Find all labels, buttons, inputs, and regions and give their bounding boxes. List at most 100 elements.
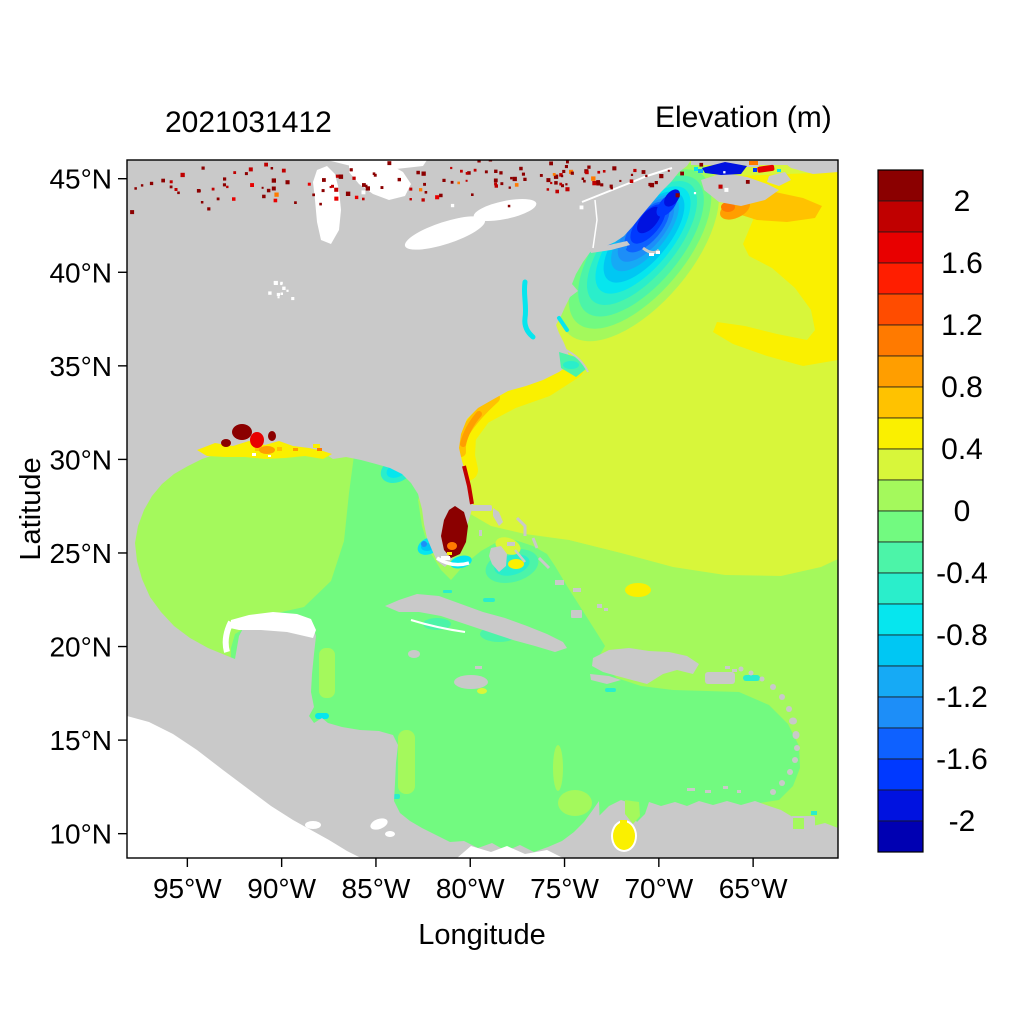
colorbar-segment bbox=[877, 665, 924, 698]
coastal-speckle bbox=[514, 183, 519, 187]
coastal-speckle bbox=[724, 187, 729, 192]
coastal-speckle bbox=[570, 171, 574, 175]
maracaibo-neck bbox=[620, 820, 627, 830]
coastal-speckle bbox=[579, 205, 584, 210]
colorbar-segment bbox=[877, 386, 924, 419]
coastal-speckle bbox=[654, 181, 658, 185]
coastal-speckle bbox=[354, 195, 359, 200]
coastal-speckle bbox=[416, 170, 420, 175]
coastal-speckle bbox=[211, 187, 215, 191]
coastal-speckle bbox=[602, 170, 606, 173]
coastal-speckle bbox=[597, 170, 601, 174]
coastal-speckle bbox=[600, 183, 604, 187]
coastal-speckle bbox=[564, 165, 568, 169]
scotian-shelf-deep-orange-dot bbox=[721, 202, 735, 212]
x-tick-label: 70°W bbox=[624, 873, 693, 904]
coastal-speckle bbox=[488, 160, 493, 162]
jamaica-island bbox=[454, 675, 488, 689]
colorbar-tick-label: -2 bbox=[949, 805, 976, 838]
coastal-speckle bbox=[521, 172, 525, 176]
coastal-speckle bbox=[553, 174, 559, 179]
colorbar-tick-label: 1.2 bbox=[941, 309, 983, 342]
coastal-speckle bbox=[373, 173, 377, 177]
y-tick-label: 30°N bbox=[49, 444, 112, 475]
coastal-speckle bbox=[494, 184, 498, 188]
colorbar-segment bbox=[877, 541, 924, 574]
coastal-speckle bbox=[439, 193, 443, 198]
coastal-speckle bbox=[465, 179, 468, 182]
x-tick-label: 95°W bbox=[153, 873, 222, 904]
louisiana-mississippi-surge-cluster bbox=[197, 424, 332, 459]
long-island bbox=[589, 241, 630, 253]
coastal-speckle bbox=[560, 174, 564, 178]
bahamas-eddy-yellow-eye bbox=[508, 559, 524, 569]
gulf-of-fonseca bbox=[305, 821, 321, 829]
colorbar-tick-label: 0.4 bbox=[941, 433, 983, 466]
coastal-speckle bbox=[286, 289, 289, 292]
coastal-speckle bbox=[641, 170, 646, 174]
coastal-speckle bbox=[352, 176, 356, 180]
cuba-island bbox=[385, 594, 567, 652]
coastal-speckle bbox=[612, 166, 617, 171]
coastal-speckle bbox=[423, 182, 426, 186]
puerto-rico-island bbox=[705, 672, 735, 684]
coastal-speckle bbox=[277, 156, 280, 159]
marthas-vineyard-speck bbox=[656, 251, 660, 254]
coastal-speckle bbox=[473, 168, 477, 172]
coastal-speckle bbox=[216, 197, 220, 201]
colorbar-segment bbox=[877, 169, 924, 202]
map-area bbox=[78, 151, 838, 858]
belize-shelf-band bbox=[319, 648, 335, 698]
coastal-speckle bbox=[335, 174, 340, 178]
gulf-of-honduras-cyan-dash bbox=[315, 713, 329, 719]
colorbar-segment bbox=[877, 510, 924, 543]
colorbar-segment bbox=[877, 696, 924, 729]
coastal-speckle bbox=[248, 167, 253, 172]
puerto-rico-east-turquoise bbox=[743, 675, 760, 681]
coastal-speckle bbox=[549, 161, 553, 166]
coastal-speckle bbox=[264, 162, 268, 167]
lake-managua bbox=[385, 831, 395, 837]
coastal-speckle bbox=[667, 169, 670, 172]
caribbean-light-strip bbox=[553, 745, 563, 791]
atlantic-pale-yellow-blob bbox=[625, 583, 651, 597]
coastal-speckle bbox=[338, 174, 344, 179]
colorbar-segment bbox=[877, 820, 924, 853]
y-tick-label: 35°N bbox=[49, 351, 112, 382]
coastal-speckle bbox=[450, 166, 453, 170]
coastal-speckle bbox=[500, 182, 504, 186]
colorbar-segment bbox=[877, 572, 924, 605]
y-tick-label: 20°N bbox=[49, 632, 112, 663]
coastal-speckle bbox=[161, 178, 165, 183]
cuba-north-turquoise-dash bbox=[483, 598, 495, 602]
coastal-speckle bbox=[629, 179, 634, 183]
x-tick-label: 85°W bbox=[342, 873, 411, 904]
coastal-speckle bbox=[90, 202, 93, 205]
florida-straits-blue-dot bbox=[421, 541, 427, 547]
coastal-speckle bbox=[122, 185, 125, 188]
coastal-speckle bbox=[361, 190, 366, 195]
coastal-speckle bbox=[345, 191, 351, 196]
coastal-speckle bbox=[274, 192, 279, 197]
colorbar-segment bbox=[877, 355, 924, 388]
colorbar-segment bbox=[877, 603, 924, 636]
coastal-speckle bbox=[718, 184, 723, 189]
y-tick-label: 15°N bbox=[49, 725, 112, 756]
coastal-speckle bbox=[334, 196, 339, 201]
coastal-speckle bbox=[280, 292, 283, 295]
coastal-speckle bbox=[169, 180, 173, 184]
coastal-speckle bbox=[362, 197, 365, 201]
coastal-speckle bbox=[180, 172, 185, 178]
coastal-speckle bbox=[680, 171, 684, 176]
coastal-speckle bbox=[523, 177, 527, 181]
coastal-speckle bbox=[472, 155, 474, 157]
gulf-of-maine-bullseye bbox=[558, 162, 720, 342]
x-axis: 95°W 90°W 85°W 80°W 75°W 70°W 65°W bbox=[153, 858, 788, 904]
coastal-speckle bbox=[380, 186, 384, 189]
colorbar-segment bbox=[877, 293, 924, 326]
coastal-speckle bbox=[78, 151, 81, 154]
coastal-speckle bbox=[262, 194, 266, 199]
coastal-speckle bbox=[477, 160, 481, 163]
coastal-speckle bbox=[134, 187, 137, 190]
